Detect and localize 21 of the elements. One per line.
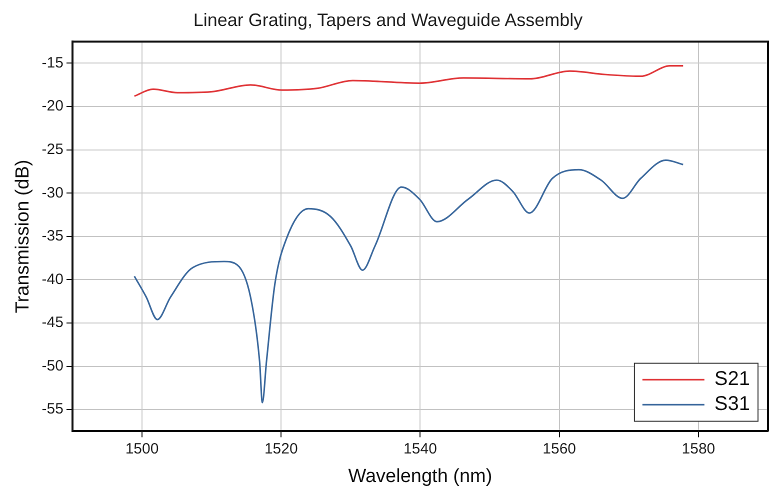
y-tick-label: -30	[42, 184, 64, 202]
y-tick-label: -25	[42, 140, 64, 158]
x-tick-label: 1560	[542, 440, 576, 458]
x-tick-label: 1500	[125, 440, 159, 458]
y-tick-label: -55	[42, 400, 64, 418]
y-axis-title: Transmission (dB)	[12, 160, 34, 314]
x-tick-label: 1580	[682, 440, 716, 458]
y-tick-label: -20	[42, 98, 64, 115]
y-tick-label: -15	[42, 54, 64, 72]
x-tick-label: 1520	[264, 440, 298, 458]
y-tick-label: -45	[42, 314, 64, 332]
line-series	[134, 65, 684, 97]
chart-title: Linear Grating, Tapers and Waveguide Assembly	[193, 10, 583, 30]
y-tick-label: -40	[42, 270, 64, 288]
line-series	[134, 159, 684, 404]
x-tick-label: 1540	[404, 440, 437, 458]
legend-label: S21	[714, 368, 750, 390]
y-tick-label: -50	[42, 357, 64, 374]
y-tick-label: -35	[42, 228, 64, 245]
x-axis-title: Wavelength (nm)	[348, 466, 492, 487]
legend-label: S31	[714, 393, 750, 416]
